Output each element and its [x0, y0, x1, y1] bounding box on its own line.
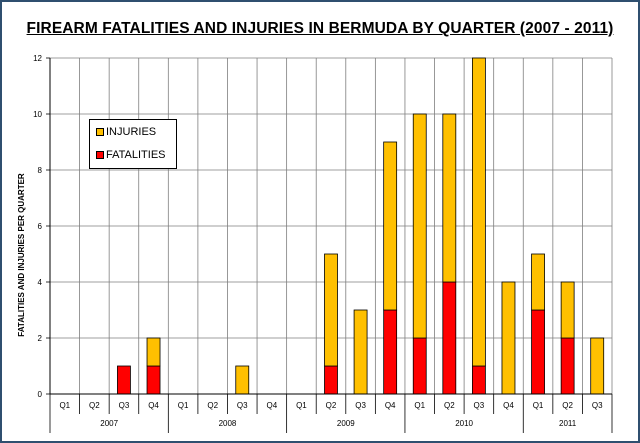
legend-item-injuries: INJURIES: [96, 125, 156, 139]
x-tick-label: Q2: [562, 401, 573, 410]
x-tick-label: Q3: [474, 401, 485, 410]
bar-injuries: [442, 113, 457, 283]
chart-title: FIREARM FATALITIES AND INJURIES IN BERMU…: [26, 20, 614, 37]
x-tick-label: Q2: [444, 401, 455, 410]
x-tick-label: Q4: [148, 401, 159, 410]
x-tick-label: Q1: [59, 401, 70, 410]
year-label: 2007: [100, 419, 118, 428]
bar-injuries: [324, 253, 338, 367]
x-tick-label: Q4: [385, 401, 396, 410]
x-tick-label: Q2: [326, 401, 337, 410]
bar-injuries: [560, 281, 575, 339]
bar-injuries: [501, 281, 516, 395]
x-tick-label: Q4: [503, 401, 514, 410]
year-label: 2009: [337, 419, 355, 428]
x-tick-label: Q1: [178, 401, 189, 410]
legend-label-injuries: INJURIES: [106, 126, 157, 138]
year-label: 2011: [559, 419, 577, 428]
x-tick-label: Q3: [119, 401, 130, 410]
bar-fatalities: [442, 281, 457, 395]
y-tick-label: 0: [38, 390, 43, 399]
legend-item-fatalities: FATALITIES: [96, 148, 166, 162]
y-tick-label: 2: [38, 334, 43, 343]
bar-fatalities: [383, 309, 398, 395]
y-tick-label: 10: [33, 110, 42, 119]
x-tick-label: Q3: [592, 401, 603, 410]
bar-fatalities: [117, 365, 131, 395]
bar-fatalities: [531, 309, 545, 395]
legend: INJURIES FATALITIES: [89, 119, 177, 169]
grid-lines: [50, 57, 613, 394]
bar-injuries: [235, 365, 250, 395]
y-tick-label: 8: [38, 166, 43, 175]
y-tick-label: 6: [38, 222, 43, 231]
y-tick-label: 12: [33, 54, 42, 63]
axis-labels: 0 2 4 6 8 10 12 Q1 Q2 Q3 Q4 Q1 Q2 Q3 Q4 Q1 Q2 Q3 Q4 Q1 Q2 Q3 Q…: [33, 54, 603, 428]
bar-injuries: [383, 141, 398, 311]
x-tick-label: Q3: [355, 401, 366, 410]
x-tick-label: Q2: [207, 401, 218, 410]
bar-injuries: [471, 57, 486, 367]
bar-injuries: [146, 337, 161, 367]
x-tick-label: Q1: [414, 401, 425, 410]
bar-injuries: [531, 253, 545, 311]
x-tick-label: Q4: [267, 401, 278, 410]
x-tick-label: Q1: [533, 401, 544, 410]
legend-swatch-injuries: [96, 128, 104, 137]
bar-fatalities: [471, 365, 486, 395]
y-axis-label: FATALITIES AND INJURIES PER QUARTER: [17, 173, 26, 337]
bar-injuries: [412, 113, 427, 339]
x-tick-label: Q1: [296, 401, 307, 410]
y-tick-label: 4: [38, 278, 43, 287]
bar-injuries: [353, 309, 368, 395]
legend-label-fatalities: FATALITIES: [106, 149, 166, 161]
axes: [46, 57, 613, 433]
bar-fatalities: [146, 365, 161, 395]
x-tick-label: Q2: [89, 401, 100, 410]
bar-fatalities: [412, 337, 427, 395]
x-tick-label: Q3: [237, 401, 248, 410]
bar-fatalities: [324, 365, 338, 395]
year-label: 2008: [219, 419, 237, 428]
bar-fatalities: [560, 337, 575, 395]
year-label: 2010: [455, 419, 473, 428]
bar-injuries: [590, 337, 605, 395]
bars: [117, 57, 605, 395]
legend-swatch-fatalities: [96, 151, 104, 160]
